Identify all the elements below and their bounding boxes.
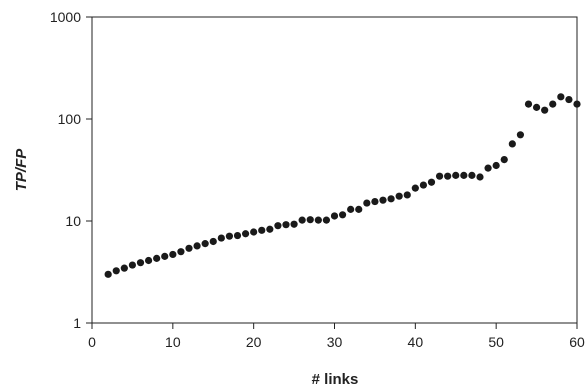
data-point bbox=[411, 184, 419, 192]
data-point bbox=[217, 234, 225, 242]
data-point bbox=[112, 267, 120, 275]
data-point bbox=[347, 205, 355, 213]
data-point bbox=[120, 264, 128, 272]
data-point bbox=[427, 178, 436, 186]
data-point bbox=[250, 228, 258, 236]
data-point bbox=[201, 240, 209, 248]
data-point bbox=[144, 256, 153, 265]
data-point bbox=[387, 195, 395, 203]
data-point bbox=[330, 212, 339, 220]
data-point bbox=[266, 225, 274, 233]
data-point bbox=[128, 261, 137, 269]
y-tick-label: 100 bbox=[58, 111, 82, 127]
data-point bbox=[153, 254, 161, 262]
data-point bbox=[371, 197, 379, 206]
data-point bbox=[258, 226, 266, 234]
data-point bbox=[452, 171, 460, 179]
data-point bbox=[314, 216, 322, 224]
data-point bbox=[435, 172, 444, 180]
data-point bbox=[185, 244, 193, 252]
data-point bbox=[322, 216, 331, 224]
data-point bbox=[177, 248, 185, 256]
data-point bbox=[161, 252, 169, 260]
data-point bbox=[274, 222, 282, 230]
data-point bbox=[484, 164, 492, 172]
x-axis-title: # links bbox=[312, 371, 359, 388]
x-tick-label: 40 bbox=[408, 334, 424, 350]
data-point bbox=[516, 131, 525, 139]
data-point bbox=[532, 103, 541, 111]
data-point bbox=[403, 191, 411, 199]
data-point bbox=[444, 172, 452, 180]
x-tick-label: 60 bbox=[569, 334, 585, 350]
data-point bbox=[379, 196, 387, 204]
plot-area bbox=[91, 16, 578, 324]
y-tick-label: 1 bbox=[73, 315, 81, 331]
plot-border bbox=[91, 16, 578, 324]
data-point bbox=[225, 232, 234, 240]
data-point bbox=[233, 231, 242, 240]
data-point bbox=[508, 140, 516, 148]
data-point bbox=[298, 216, 306, 224]
data-point bbox=[524, 100, 533, 108]
y-tick-label: 10 bbox=[65, 213, 81, 229]
x-tick-label: 0 bbox=[88, 334, 96, 350]
data-point bbox=[193, 242, 201, 250]
data-point bbox=[460, 171, 468, 179]
data-point bbox=[136, 259, 145, 267]
x-tick-label: 10 bbox=[165, 334, 181, 350]
data-point bbox=[241, 230, 250, 238]
data-point bbox=[541, 106, 549, 114]
data-point bbox=[468, 171, 476, 179]
data-point bbox=[492, 161, 500, 170]
data-point bbox=[419, 181, 428, 189]
data-point bbox=[104, 270, 112, 278]
x-tick-label: 50 bbox=[488, 334, 504, 350]
x-axis: 0 10 20 30 40 50 60 bbox=[88, 323, 585, 350]
y-tick-label: 1000 bbox=[50, 9, 81, 25]
data-point bbox=[363, 199, 371, 207]
data-point bbox=[282, 221, 290, 229]
data-point bbox=[290, 220, 298, 228]
x-tick-label: 20 bbox=[246, 334, 262, 350]
data-point bbox=[549, 100, 557, 108]
y-axis: 1 10 100 1000 bbox=[50, 9, 92, 331]
data-point bbox=[306, 216, 314, 224]
data-point bbox=[355, 205, 363, 213]
data-point bbox=[557, 93, 565, 101]
data-point bbox=[476, 173, 484, 181]
x-tick-label: 30 bbox=[327, 334, 343, 350]
data-point bbox=[209, 237, 217, 246]
data-points bbox=[104, 93, 581, 278]
data-point bbox=[500, 155, 508, 164]
data-point bbox=[395, 192, 403, 200]
y-axis-title: TP/FP bbox=[13, 148, 30, 191]
data-point bbox=[573, 100, 581, 108]
data-point bbox=[565, 95, 573, 104]
data-point bbox=[169, 250, 177, 259]
data-point bbox=[338, 211, 347, 219]
